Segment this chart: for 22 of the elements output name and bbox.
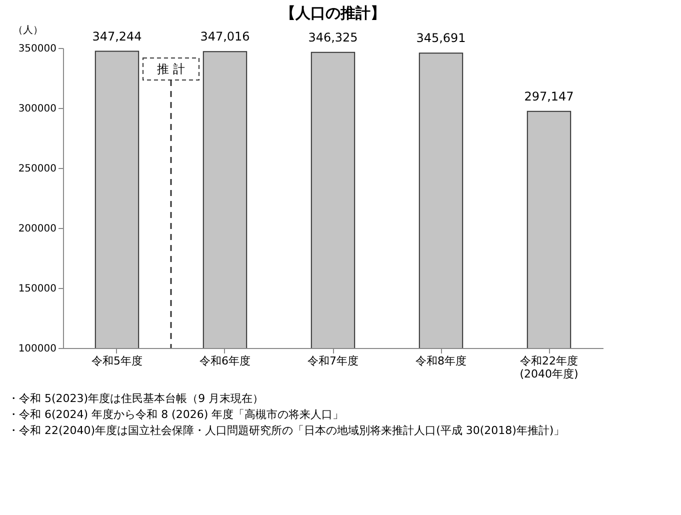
y-tick-label: 300000: [18, 104, 56, 114]
y-tick-label: 150000: [18, 284, 56, 294]
data-label: 345,691: [416, 31, 466, 46]
chart-title: 【人口の推計】: [280, 4, 386, 22]
x-tick-label: 令和7年度: [308, 354, 358, 368]
text: ・令和 6(2024) 年度から令和 8 (2026) 年度「高槻市の将来人口」: [8, 408, 344, 421]
x-tick-label: 令和6年度: [200, 354, 250, 368]
data-label: 297,147: [524, 89, 574, 104]
x-tick-label: 令和22年度 (2040年度): [520, 354, 578, 380]
y-tick-label: 350000: [18, 44, 56, 54]
text: ・令和 22(2040)年度は国立社会保障・人口問題研究所の「日本の地域別将来推計人口(平成 30(2018)年推計)」: [8, 424, 565, 437]
annotation: 推 計: [157, 62, 185, 76]
y-axis-title: （人）: [13, 25, 43, 36]
y-tick-label: 250000: [18, 164, 56, 174]
data-label: 346,325: [308, 30, 358, 44]
text: ・令和 5(2023)年度は住民基本台帳（9 月末現在）: [8, 392, 264, 405]
x-tick-label: 令和8年度: [416, 354, 466, 368]
x-tick-label: 令和5年度: [92, 354, 142, 368]
y-tick-label: 100000: [18, 344, 56, 354]
data-label: 347,244: [92, 29, 142, 44]
data-label: 347,016: [200, 30, 250, 44]
y-tick-label: 200000: [18, 224, 56, 234]
